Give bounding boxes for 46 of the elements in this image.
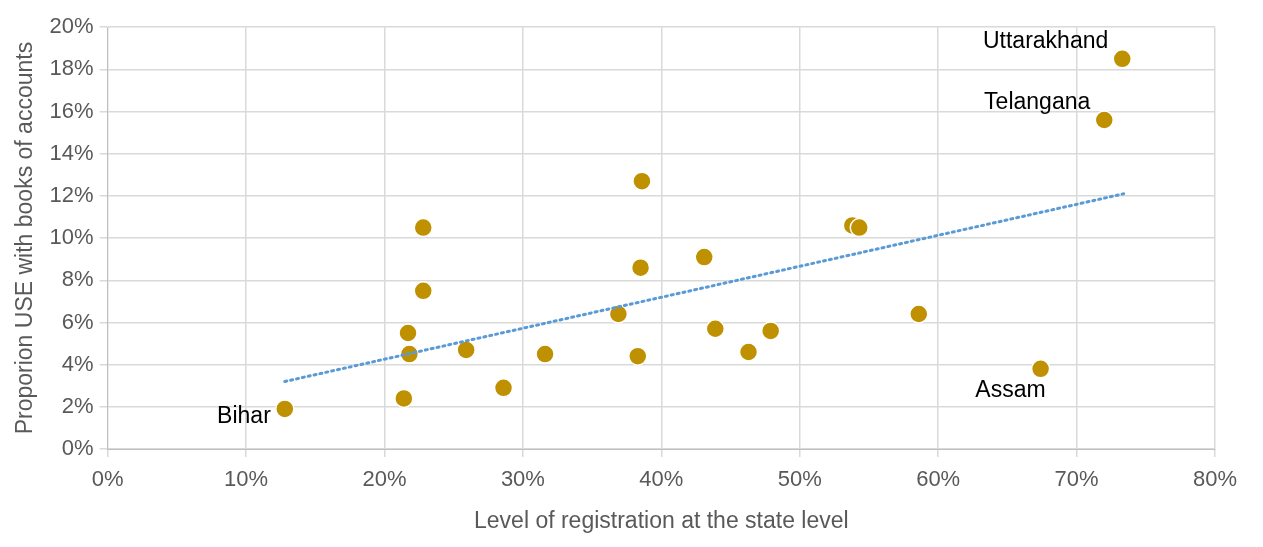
y-tick-label: 18%: [49, 55, 94, 81]
x-tick-label: 40%: [639, 466, 684, 492]
point: [632, 171, 652, 191]
y-tick-label: 20%: [49, 13, 94, 39]
point: [275, 399, 295, 419]
y-tick-label: 8%: [61, 266, 94, 292]
point: [630, 257, 651, 278]
point: [628, 346, 648, 366]
x-tick-label: 80%: [1192, 466, 1238, 492]
x-tick-label: 70%: [1054, 466, 1099, 492]
point: [535, 344, 555, 364]
x-tick-label: 20%: [362, 466, 407, 492]
point: [1094, 110, 1115, 130]
x-tick-label: 30%: [500, 466, 545, 492]
annotation: Uttarakhand: [982, 26, 1109, 53]
y-tick-label: 10%: [49, 224, 94, 250]
annotation: Assam: [975, 375, 1046, 402]
point: [760, 321, 781, 341]
point: [394, 388, 414, 409]
x-tick-label: 0%: [91, 466, 124, 492]
point: [456, 340, 476, 360]
point: [398, 323, 418, 343]
point: [413, 281, 433, 301]
point: [705, 319, 726, 339]
x-tick-label: 60%: [916, 466, 961, 492]
point: [694, 247, 714, 267]
x-tick-label: 10%: [224, 466, 269, 492]
point: [413, 217, 433, 238]
point: [1112, 49, 1133, 69]
point: [738, 342, 759, 362]
x-axis-title: Level of registration at the state level: [474, 506, 849, 533]
point: [909, 304, 929, 324]
y-tick-label: 0%: [61, 435, 94, 461]
annotation: Telangana: [984, 87, 1091, 114]
y-tick-label: 14%: [49, 139, 94, 165]
point: [1030, 359, 1051, 379]
x-tick-label: 50%: [777, 466, 822, 492]
y-tick-label: 16%: [49, 97, 94, 123]
y-tick-label: 6%: [61, 308, 94, 334]
y-tick-label: 4%: [61, 350, 94, 376]
y-axis-title: Proporion USE with books of accounts: [11, 41, 38, 435]
point: [849, 217, 870, 238]
y-tick-label: 2%: [61, 392, 94, 418]
point: [493, 378, 514, 398]
y-tick-label: 12%: [49, 181, 94, 207]
annotation: Bihar: [217, 402, 272, 429]
